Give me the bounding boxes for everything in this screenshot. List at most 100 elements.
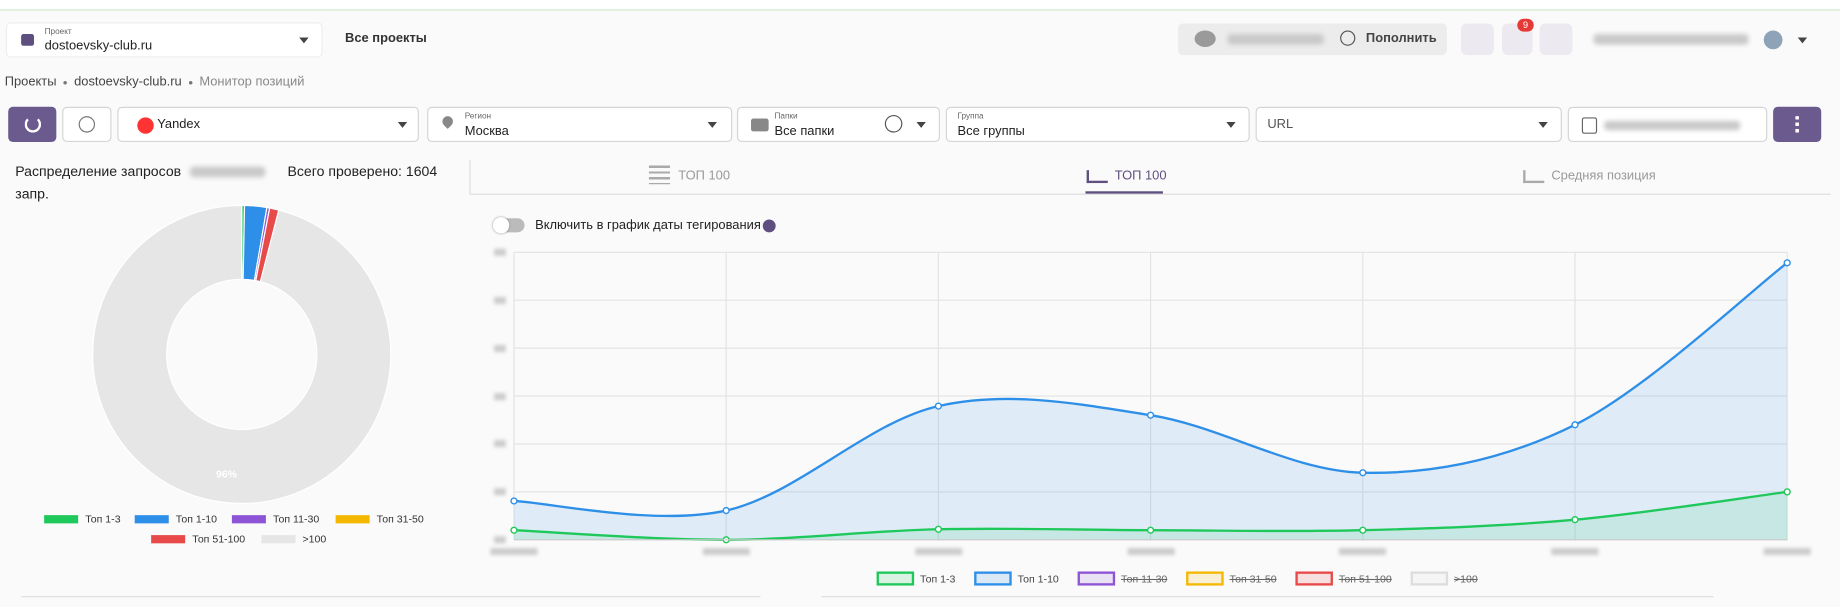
tasks-button[interactable]	[1460, 23, 1494, 56]
plus-icon	[1340, 30, 1356, 46]
tab[interactable]: Средняя позиция	[1551, 168, 1656, 184]
point	[1359, 526, 1367, 534]
badge: 9	[1517, 18, 1534, 32]
distribution-title: Распределение запросов	[15, 163, 182, 180]
pie-slice	[92, 204, 392, 504]
folder-icon	[751, 118, 769, 132]
project-name: dostoevsky-club.ru	[44, 38, 153, 53]
slice-label: 96%	[216, 469, 238, 481]
caret	[397, 122, 408, 128]
engine: Yandex	[157, 117, 201, 132]
date-blur	[1604, 120, 1741, 131]
point	[722, 506, 730, 515]
add-folder[interactable]	[884, 115, 903, 133]
tab[interactable]: ТОП 100	[678, 168, 731, 184]
engine-select[interactable]: Yandex	[117, 106, 419, 142]
tab-divider	[469, 159, 471, 195]
top-up[interactable]: Пополнить	[1365, 31, 1437, 46]
region-label: Регион	[464, 112, 492, 121]
caret	[707, 122, 717, 128]
y-tick-blur	[494, 344, 506, 352]
caret	[1538, 122, 1548, 128]
cards-edge	[821, 596, 1714, 607]
refresh-button[interactable]	[8, 106, 57, 142]
chart-icon	[1086, 170, 1108, 184]
caret	[299, 37, 309, 44]
notifications-button[interactable]: 9	[1502, 18, 1534, 56]
point	[1146, 526, 1155, 534]
menu-button[interactable]	[1773, 106, 1822, 142]
region: Москва	[464, 124, 509, 139]
balance: Пополнить	[1178, 23, 1447, 56]
x-tick-blur	[702, 548, 750, 556]
project-icon	[21, 34, 35, 46]
legend-label: >100	[303, 534, 327, 546]
point	[1783, 259, 1791, 267]
balance-blur	[1227, 34, 1324, 45]
avatar[interactable]	[1763, 30, 1783, 50]
group-label: Группа	[957, 112, 984, 121]
caret	[916, 122, 926, 128]
region-select[interactable]: Регион Москва	[427, 106, 733, 142]
x-tick-blur	[914, 548, 962, 556]
legend-label: Топ 31-50	[1230, 573, 1277, 585]
y-tick-blur	[494, 248, 506, 256]
group-select[interactable]: Группа Все группы	[945, 106, 1250, 142]
all-projects[interactable]: Все проекты	[345, 31, 427, 46]
toggle-knob	[492, 217, 510, 234]
top-strip	[0, 0, 1840, 11]
separator	[188, 80, 193, 85]
tab-active[interactable]: ТОП 100	[1114, 168, 1167, 184]
chart-icon	[1523, 170, 1545, 184]
url: URL	[1267, 117, 1294, 132]
toggle-label: Включить в график даты тегирования	[535, 218, 761, 233]
url-select[interactable]: URL	[1255, 106, 1562, 142]
caret	[1226, 122, 1236, 128]
tab-line	[469, 193, 1831, 195]
clock-icon	[78, 116, 96, 133]
crumb[interactable]: dostoevsky-club.ru	[74, 75, 182, 90]
tab-underline	[1085, 191, 1163, 194]
legend-swatch	[876, 571, 915, 586]
mail-button[interactable]	[1539, 23, 1573, 56]
y-tick-blur	[494, 296, 506, 304]
point	[510, 497, 518, 505]
date-select[interactable]	[1567, 106, 1768, 142]
legend-label: Топ 1-3	[920, 573, 956, 585]
point	[934, 525, 943, 533]
y-tick-blur	[494, 392, 506, 400]
help-icon[interactable]	[762, 219, 776, 233]
folders: Все папки	[774, 124, 835, 139]
y-tick-blur	[494, 440, 506, 448]
legend-swatch	[151, 535, 186, 544]
email-blur	[1593, 34, 1749, 45]
project-selector[interactable]: Проект dostoevsky-club.ru	[5, 22, 323, 58]
legend-label: Топ 1-3	[85, 514, 121, 526]
point	[1146, 411, 1155, 419]
legend-swatch	[1186, 571, 1224, 586]
calendar-icon	[1581, 117, 1598, 134]
x-tick-blur	[1551, 548, 1599, 556]
history-button[interactable]	[62, 106, 112, 142]
project-label: Проект	[44, 28, 72, 37]
legend-label: Топ 51-100	[1339, 573, 1392, 585]
total-checked: Всего проверено: 1604	[287, 163, 438, 180]
legend-label: >100	[1454, 573, 1478, 585]
crumb[interactable]: Проекты	[4, 75, 57, 90]
y-tick-blur	[494, 536, 506, 544]
toggle[interactable]	[492, 217, 525, 234]
piggy-icon	[1194, 30, 1216, 47]
series-area	[513, 262, 1788, 540]
legend-swatch	[134, 515, 169, 524]
folders-select[interactable]: Папки Все папки	[736, 106, 940, 142]
refresh-icon	[24, 116, 42, 133]
point	[934, 402, 943, 410]
legend-label: Топ 31-50	[377, 514, 424, 526]
unit: запр.	[15, 185, 49, 202]
x-tick-blur	[1127, 548, 1175, 556]
x-tick-blur	[1339, 548, 1387, 556]
x-tick-blur	[1763, 548, 1811, 556]
